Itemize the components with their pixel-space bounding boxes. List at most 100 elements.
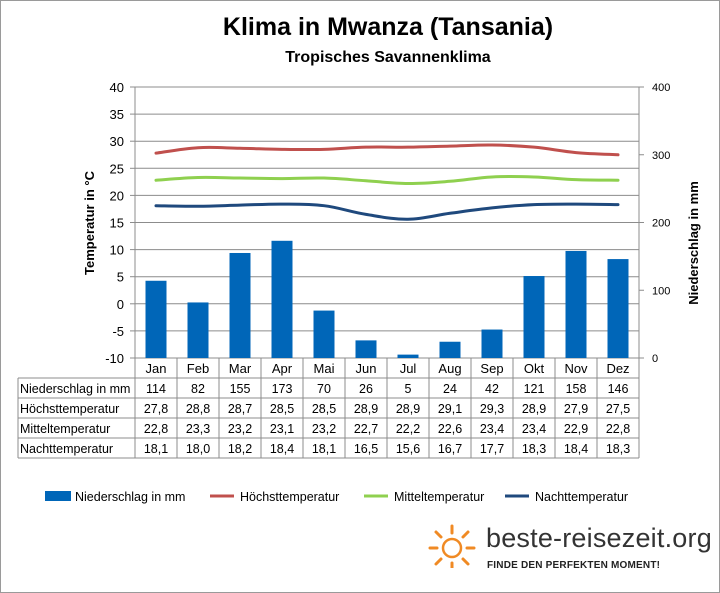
table-cell: 27,8: [144, 402, 168, 416]
bar-niederschlag: [439, 341, 461, 358]
bar-niederschlag: [397, 354, 419, 358]
logo-tagline: FINDE DEN PERFEKTEN MOMENT!: [487, 560, 661, 571]
y-right-tick-label: 400: [652, 82, 670, 94]
table-cell: 18,4: [270, 442, 294, 456]
bar-niederschlag: [481, 329, 503, 358]
line-mitteltemperatur: [154, 174, 620, 185]
y-right-tick-label: 0: [652, 353, 658, 365]
table-cell: 23,2: [312, 422, 336, 436]
table-cell: 22,8: [606, 422, 630, 436]
table-cell: 18,2: [228, 442, 252, 456]
table-cell: 22,2: [396, 422, 420, 436]
bar-niederschlag: [187, 302, 209, 358]
table-cell: 70: [317, 382, 331, 396]
table-cell: 5: [405, 382, 412, 396]
table-cell: 28,5: [312, 402, 336, 416]
table-cell: 27,5: [606, 402, 630, 416]
bar-niederschlag: [355, 340, 377, 358]
y-left-tick-label: 10: [110, 243, 124, 258]
bar-niederschlag: [145, 280, 167, 358]
bar-niederschlag: [565, 250, 587, 358]
logo-text[interactable]: beste-reisezeit.org: [486, 523, 712, 553]
table-cell: 158: [566, 382, 587, 396]
table-cell: 28,9: [396, 402, 420, 416]
table-cell: 18,3: [522, 442, 546, 456]
table-cell: 42: [485, 382, 499, 396]
line-h-chsttemperatur: [154, 143, 620, 157]
x-tick-label: Okt: [524, 361, 545, 376]
y-left-axis-title: Temperatur in °C: [82, 170, 97, 275]
table-cell: 28,8: [186, 402, 210, 416]
x-tick-label: Aug: [438, 361, 461, 376]
table-cell: 18,0: [186, 442, 210, 456]
y-left-tick-label: 5: [117, 270, 124, 285]
table-row-label: Mitteltemperatur: [20, 422, 110, 436]
y-left-tick-label: 30: [110, 134, 124, 149]
table-cell: 22,6: [438, 422, 462, 436]
sun-icon: [426, 524, 478, 573]
table-cell: 24: [443, 382, 457, 396]
y-left-tick-label: 15: [110, 216, 124, 231]
table-cell: 22,8: [144, 422, 168, 436]
legend-label: Höchsttemperatur: [240, 490, 339, 504]
y-right-axis-title: Niederschlag in mm: [686, 181, 701, 305]
x-tick-label: Nov: [564, 361, 588, 376]
table-cell: 18,4: [564, 442, 588, 456]
bar-niederschlag: [313, 310, 335, 358]
legend-swatch-bar: [45, 491, 71, 501]
y-left-tick-label: 35: [110, 107, 124, 122]
y-left-tick-label: 25: [110, 161, 124, 176]
table-cell: 146: [608, 382, 629, 396]
table-cell: 29,1: [438, 402, 462, 416]
y-right-tick-label: 300: [652, 150, 670, 162]
table-cell: 28,9: [354, 402, 378, 416]
table-cell: 23,4: [522, 422, 546, 436]
y-left-tick-label: 40: [110, 80, 124, 95]
table-cell: 121: [524, 382, 545, 396]
legend-label: Niederschlag in mm: [75, 490, 185, 504]
x-tick-label: Mai: [314, 361, 335, 376]
y-left-tick-label: -5: [112, 324, 124, 339]
table-cell: 18,1: [144, 442, 168, 456]
bar-niederschlag: [607, 259, 629, 358]
line-nachttemperatur: [154, 202, 620, 221]
table-cell: 15,6: [396, 442, 420, 456]
table-cell: 22,9: [564, 422, 588, 436]
table-cell: 28,5: [270, 402, 294, 416]
x-tick-label: Sep: [480, 361, 503, 376]
table-cell: 155: [230, 382, 251, 396]
table-row-label: Nachttemperatur: [20, 442, 113, 456]
bar-niederschlag: [229, 252, 251, 358]
x-tick-label: Jun: [356, 361, 377, 376]
table-cell: 82: [191, 382, 205, 396]
bar-niederschlag: [271, 240, 293, 358]
table-cell: 23,4: [480, 422, 504, 436]
chart-subtitle: Tropisches Savannenklima: [285, 49, 491, 66]
x-tick-label: Jan: [146, 361, 167, 376]
bar-niederschlag: [523, 276, 545, 358]
table-cell: 29,3: [480, 402, 504, 416]
y-left-tick-label: -10: [105, 351, 124, 366]
x-tick-label: Jul: [400, 361, 417, 376]
table-cell: 27,9: [564, 402, 588, 416]
table-cell: 28,7: [228, 402, 252, 416]
table-cell: 16,5: [354, 442, 378, 456]
x-tick-label: Apr: [272, 361, 293, 376]
table-cell: 173: [272, 382, 293, 396]
table-cell: 28,9: [522, 402, 546, 416]
table-cell: 18,1: [312, 442, 336, 456]
y-left-tick-label: 0: [117, 297, 124, 312]
chart-title: Klima in Mwanza (Tansania): [222, 13, 554, 41]
y-left-tick-label: 20: [110, 188, 124, 203]
table-cell: 18,3: [606, 442, 630, 456]
legend-label: Nachttemperatur: [535, 490, 628, 504]
table-row-label: Höchsttemperatur: [20, 402, 119, 416]
table-cell: 23,2: [228, 422, 252, 436]
y-right-tick-label: 100: [652, 285, 670, 297]
table-cell: 23,1: [270, 422, 294, 436]
table-row-label: Niederschlag in mm: [20, 382, 130, 396]
x-tick-label: Feb: [187, 361, 209, 376]
table-cell: 22,7: [354, 422, 378, 436]
